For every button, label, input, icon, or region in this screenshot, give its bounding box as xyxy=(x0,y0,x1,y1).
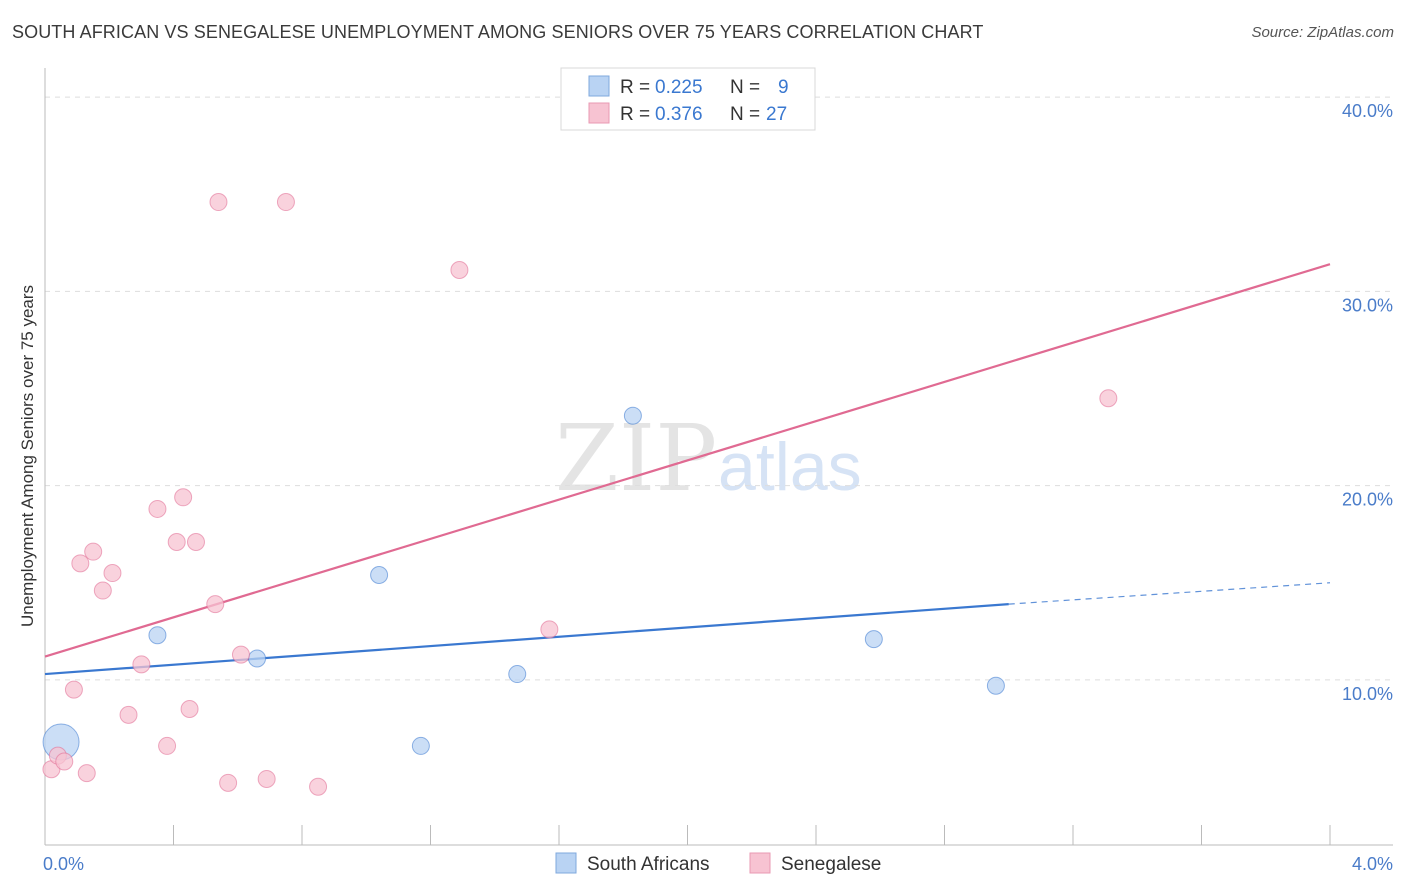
series-legend-label-south-africans: South Africans xyxy=(587,854,710,875)
point-senegalese-9 xyxy=(119,705,138,724)
point-senegalese-11 xyxy=(148,499,167,518)
point-senegalese-15 xyxy=(180,700,199,719)
point-senegalese-14 xyxy=(174,488,193,507)
y-tick-label-20: 20.0% xyxy=(1342,490,1393,510)
x-tick-label-0: 0.0% xyxy=(43,854,84,874)
trend-line-1 xyxy=(44,263,1331,658)
point-senegalese-24 xyxy=(450,261,469,280)
point-south-african-7 xyxy=(864,630,883,649)
point-senegalese-19 xyxy=(219,773,238,792)
point-senegalese-12 xyxy=(158,736,177,755)
point-senegalese-3 xyxy=(64,680,83,699)
legend-r-value-senegalese: 0.376 xyxy=(655,104,703,125)
point-senegalese-25 xyxy=(540,620,559,639)
point-senegalese-10 xyxy=(132,655,151,674)
legend-swatch-senegalese xyxy=(588,102,610,124)
trend-line-extension-0 xyxy=(1008,582,1331,605)
grid-lines xyxy=(45,96,1393,681)
point-senegalese-4 xyxy=(71,554,90,573)
point-senegalese-20 xyxy=(231,645,250,664)
y-tick-label-40: 40.0% xyxy=(1342,101,1393,121)
x-axis-ticks xyxy=(173,825,1331,845)
point-senegalese-18 xyxy=(209,193,228,212)
source-credit: Source: ZipAtlas.com xyxy=(1251,24,1394,41)
trend-line-0 xyxy=(44,603,1009,676)
point-south-african-6 xyxy=(623,406,642,425)
point-senegalese-22 xyxy=(276,193,295,212)
point-south-african-3 xyxy=(370,565,389,584)
y-tick-label-10: 10.0% xyxy=(1342,684,1393,704)
series-legend-swatch-senegalese xyxy=(749,852,771,874)
legend-swatch-south-africans xyxy=(588,75,610,97)
point-senegalese-7 xyxy=(93,581,112,600)
series-legend: South Africans Senegalese xyxy=(555,852,881,875)
legend-r-label-2: R = xyxy=(620,104,650,125)
series-legend-label-senegalese: Senegalese xyxy=(781,854,881,875)
y-tick-labels: 10.0% 20.0% 30.0% 40.0% xyxy=(1342,101,1393,704)
point-senegalese-16 xyxy=(186,532,205,551)
point-south-african-2 xyxy=(248,649,267,668)
legend-n-value-south-africans: 9 xyxy=(778,77,789,98)
x-tick-label-1: 4.0% xyxy=(1352,854,1393,874)
point-south-african-5 xyxy=(508,665,527,684)
point-senegalese-8 xyxy=(103,564,122,583)
point-south-african-1 xyxy=(148,626,167,645)
correlation-legend: R = 0.225 N = 9 R = 0.376 N = 27 xyxy=(560,67,816,131)
legend-n-label-2: N = xyxy=(730,104,760,125)
point-south-african-8 xyxy=(986,676,1005,695)
chart-title: SOUTH AFRICAN VS SENEGALESE UNEMPLOYMENT… xyxy=(12,22,984,42)
x-tick-labels: 0.0% 4.0% xyxy=(43,854,1393,874)
point-senegalese-26 xyxy=(1099,389,1118,408)
series-legend-swatch-south-africans xyxy=(555,852,577,874)
point-senegalese-5 xyxy=(77,764,96,783)
point-senegalese-21 xyxy=(257,769,276,788)
legend-r-label-1: R = xyxy=(620,77,650,98)
legend-n-value-senegalese: 27 xyxy=(766,104,787,125)
trend-lines xyxy=(44,263,1331,676)
y-axis-label: Unemployment Among Seniors over 75 years xyxy=(18,285,37,627)
point-senegalese-13 xyxy=(167,532,186,551)
point-south-african-4 xyxy=(411,736,430,755)
legend-n-label-1: N = xyxy=(730,77,760,98)
watermark-atlas: atlas xyxy=(718,429,862,505)
y-tick-label-30: 30.0% xyxy=(1342,295,1393,315)
legend-r-value-south-africans: 0.225 xyxy=(655,77,703,98)
point-senegalese-2 xyxy=(55,752,74,771)
point-senegalese-23 xyxy=(309,777,328,796)
data-points xyxy=(42,193,1118,796)
point-senegalese-17 xyxy=(206,595,225,614)
point-senegalese-6 xyxy=(84,542,103,561)
